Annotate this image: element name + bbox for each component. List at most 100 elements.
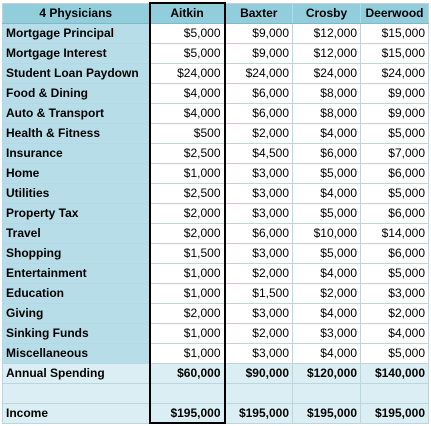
value-cell[interactable]: $2,000 <box>224 322 293 344</box>
row-label-cell[interactable]: Student Loan Paydown <box>2 62 150 84</box>
row-label-cell[interactable]: Giving <box>2 302 150 324</box>
row-label-cell[interactable]: Sinking Funds <box>2 322 150 344</box>
value-cell[interactable]: $1,000 <box>148 322 226 344</box>
value-cell[interactable]: $2,000 <box>224 262 293 284</box>
value-cell[interactable]: $2,000 <box>224 122 293 144</box>
row-label-cell[interactable]: Mortgage Interest <box>2 42 150 64</box>
value-cell[interactable]: $5,000 <box>360 262 429 284</box>
value-cell[interactable]: $6,000 <box>224 82 293 104</box>
value-cell[interactable]: $4,000 <box>148 102 226 124</box>
value-cell[interactable]: $4,000 <box>360 322 429 344</box>
value-cell[interactable]: $5,000 <box>360 122 429 144</box>
row-label-cell[interactable]: Mortgage Principal <box>2 22 150 44</box>
row-label-cell[interactable]: Entertainment <box>2 262 150 284</box>
header-cell[interactable]: Baxter <box>224 2 293 24</box>
value-cell[interactable]: $6,000 <box>360 242 429 264</box>
value-cell[interactable]: $3,000 <box>224 162 293 184</box>
value-cell[interactable]: $9,000 <box>360 82 429 104</box>
value-cell[interactable]: $120,000 <box>292 362 361 384</box>
value-cell[interactable]: $5,000 <box>292 242 361 264</box>
value-cell[interactable]: $5,000 <box>360 182 429 204</box>
row-label-cell[interactable]: Property Tax <box>2 202 150 224</box>
value-cell[interactable]: $5,000 <box>148 22 226 44</box>
row-label-cell[interactable]: Insurance <box>2 142 150 164</box>
value-cell[interactable]: $4,000 <box>292 182 361 204</box>
header-cell[interactable]: Aitkin <box>148 2 226 24</box>
value-cell[interactable]: $1,500 <box>148 242 226 264</box>
value-cell[interactable]: $140,000 <box>360 362 429 384</box>
value-cell[interactable]: $14,000 <box>360 222 429 244</box>
value-cell[interactable]: $5,000 <box>292 202 361 224</box>
value-cell[interactable]: $3,000 <box>360 282 429 304</box>
value-cell[interactable]: $24,000 <box>360 62 429 84</box>
value-cell[interactable]: $3,000 <box>224 302 293 324</box>
row-label-cell[interactable]: Utilities <box>2 182 150 204</box>
row-label-cell[interactable]: Income <box>2 402 150 424</box>
value-cell[interactable]: $2,500 <box>148 182 226 204</box>
value-cell[interactable]: $2,000 <box>360 302 429 324</box>
value-cell[interactable]: $15,000 <box>360 42 429 64</box>
value-cell[interactable]: $195,000 <box>224 402 293 424</box>
value-cell[interactable]: $10,000 <box>292 222 361 244</box>
empty-cell[interactable] <box>148 382 226 404</box>
value-cell[interactable]: $9,000 <box>224 42 293 64</box>
value-cell[interactable]: $195,000 <box>360 402 429 424</box>
value-cell[interactable]: $3,000 <box>224 342 293 364</box>
row-label-cell[interactable]: Annual Spending <box>2 362 150 384</box>
value-cell[interactable]: $195,000 <box>148 402 226 424</box>
value-cell[interactable]: $2,000 <box>148 222 226 244</box>
value-cell[interactable]: $2,000 <box>148 202 226 224</box>
header-cell[interactable]: 4 Physicians <box>2 2 150 24</box>
row-label-cell[interactable]: Health & Fitness <box>2 122 150 144</box>
value-cell[interactable]: $4,500 <box>224 142 293 164</box>
row-label-cell[interactable]: Miscellaneous <box>2 342 150 364</box>
value-cell[interactable]: $6,000 <box>224 222 293 244</box>
value-cell[interactable]: $6,000 <box>360 162 429 184</box>
value-cell[interactable]: $12,000 <box>292 22 361 44</box>
value-cell[interactable]: $4,000 <box>292 122 361 144</box>
value-cell[interactable]: $9,000 <box>224 22 293 44</box>
row-label-cell[interactable]: Food & Dining <box>2 82 150 104</box>
value-cell[interactable]: $24,000 <box>148 62 226 84</box>
value-cell[interactable]: $9,000 <box>360 102 429 124</box>
value-cell[interactable]: $2,000 <box>148 302 226 324</box>
value-cell[interactable]: $4,000 <box>292 262 361 284</box>
value-cell[interactable]: $24,000 <box>224 62 293 84</box>
row-label-cell[interactable]: Home <box>2 162 150 184</box>
row-label-cell[interactable]: Shopping <box>2 242 150 264</box>
row-label-cell[interactable]: Travel <box>2 222 150 244</box>
value-cell[interactable]: $1,000 <box>148 162 226 184</box>
value-cell[interactable]: $5,000 <box>148 42 226 64</box>
value-cell[interactable]: $90,000 <box>224 362 293 384</box>
empty-cell[interactable] <box>2 382 150 404</box>
value-cell[interactable]: $3,000 <box>224 242 293 264</box>
value-cell[interactable]: $6,000 <box>360 202 429 224</box>
header-cell[interactable]: Deerwood <box>360 2 429 24</box>
value-cell[interactable]: $1,000 <box>148 282 226 304</box>
value-cell[interactable]: $15,000 <box>360 22 429 44</box>
value-cell[interactable]: $5,000 <box>360 342 429 364</box>
value-cell[interactable]: $24,000 <box>292 62 361 84</box>
value-cell[interactable]: $195,000 <box>292 402 361 424</box>
value-cell[interactable]: $8,000 <box>292 82 361 104</box>
value-cell[interactable]: $4,000 <box>292 302 361 324</box>
value-cell[interactable]: $8,000 <box>292 102 361 124</box>
value-cell[interactable]: $6,000 <box>224 102 293 124</box>
value-cell[interactable]: $3,000 <box>224 202 293 224</box>
value-cell[interactable]: $4,000 <box>148 82 226 104</box>
value-cell[interactable]: $1,000 <box>148 342 226 364</box>
header-cell[interactable]: Crosby <box>292 2 361 24</box>
empty-cell[interactable] <box>360 382 429 404</box>
value-cell[interactable]: $60,000 <box>148 362 226 384</box>
value-cell[interactable]: $3,000 <box>292 322 361 344</box>
value-cell[interactable]: $1,500 <box>224 282 293 304</box>
value-cell[interactable]: $6,000 <box>292 142 361 164</box>
value-cell[interactable]: $4,000 <box>292 342 361 364</box>
value-cell[interactable]: $2,500 <box>148 142 226 164</box>
empty-cell[interactable] <box>224 382 293 404</box>
value-cell[interactable]: $7,000 <box>360 142 429 164</box>
value-cell[interactable]: $12,000 <box>292 42 361 64</box>
row-label-cell[interactable]: Auto & Transport <box>2 102 150 124</box>
empty-cell[interactable] <box>292 382 361 404</box>
row-label-cell[interactable]: Education <box>2 282 150 304</box>
